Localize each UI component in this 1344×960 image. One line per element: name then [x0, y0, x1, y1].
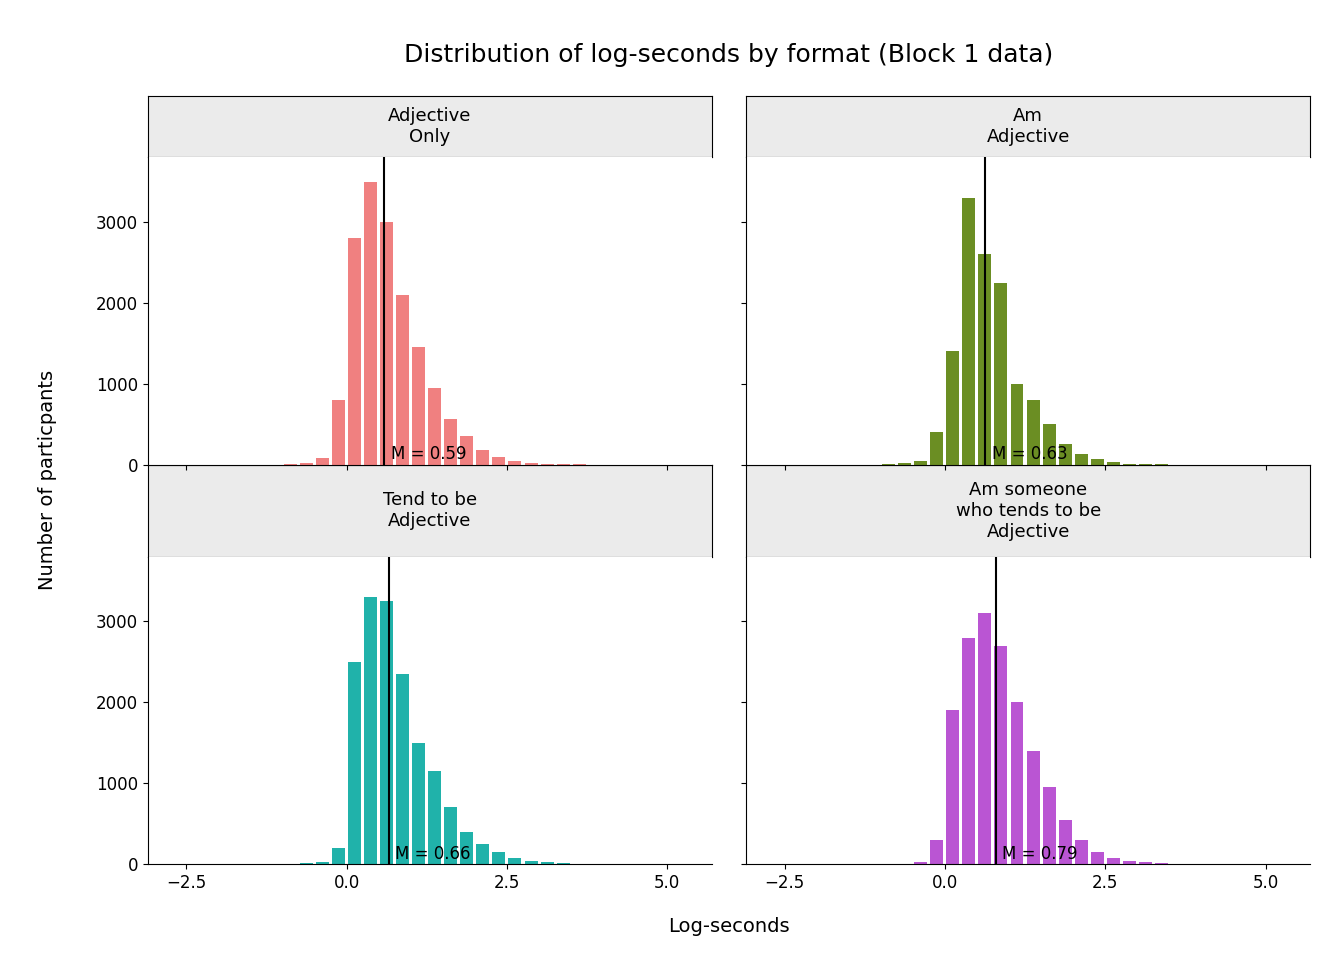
Bar — [413, 743, 425, 864]
Bar — [445, 419, 457, 465]
Bar — [429, 388, 441, 465]
Bar — [380, 222, 394, 465]
Bar — [413, 348, 425, 465]
Bar — [1106, 462, 1120, 465]
Bar — [914, 862, 927, 864]
Bar — [1059, 820, 1071, 864]
Bar — [995, 646, 1008, 864]
Bar — [348, 661, 362, 864]
Bar — [962, 198, 976, 465]
Bar — [1027, 400, 1039, 465]
Text: Distribution of log-seconds by format (Block 1 data): Distribution of log-seconds by format (B… — [403, 43, 1054, 67]
Bar — [1138, 862, 1152, 864]
Bar — [364, 597, 378, 864]
Bar — [476, 844, 489, 864]
Text: Tend to be
Adjective: Tend to be Adjective — [383, 492, 477, 530]
Bar — [524, 463, 538, 465]
Bar — [461, 831, 473, 864]
Bar — [930, 840, 943, 864]
Bar — [524, 861, 538, 864]
Text: Adjective
Only: Adjective Only — [388, 108, 472, 146]
Bar — [364, 181, 378, 465]
Bar — [396, 295, 410, 465]
Bar — [978, 613, 992, 864]
Bar — [946, 351, 960, 465]
Bar — [348, 238, 362, 465]
Bar — [300, 463, 313, 465]
Bar — [429, 771, 441, 864]
Bar — [1043, 787, 1055, 864]
Bar — [316, 861, 329, 864]
Bar — [930, 432, 943, 465]
Bar — [1011, 703, 1024, 864]
Bar — [332, 400, 345, 465]
Bar — [492, 852, 505, 864]
Text: Log-seconds: Log-seconds — [668, 917, 789, 936]
Bar — [962, 637, 976, 864]
Bar — [461, 437, 473, 465]
Bar — [508, 461, 521, 465]
Bar — [1011, 384, 1024, 465]
Bar — [1122, 861, 1136, 864]
Bar — [1075, 454, 1087, 465]
Bar — [445, 807, 457, 864]
Bar — [380, 601, 394, 864]
Bar — [995, 283, 1008, 465]
Bar — [898, 464, 911, 465]
Bar — [492, 457, 505, 465]
Bar — [1091, 459, 1103, 465]
Bar — [1106, 857, 1120, 864]
Bar — [914, 461, 927, 465]
Bar — [316, 458, 329, 465]
Text: M = 0.63: M = 0.63 — [992, 445, 1067, 464]
Text: M = 0.79: M = 0.79 — [1001, 845, 1078, 863]
Bar — [1091, 852, 1103, 864]
Bar — [1043, 424, 1055, 465]
Text: M = 0.59: M = 0.59 — [391, 445, 466, 464]
Bar — [1059, 444, 1071, 465]
Bar — [508, 857, 521, 864]
Bar — [1027, 751, 1039, 864]
Bar — [396, 674, 410, 864]
Bar — [476, 450, 489, 465]
Text: M = 0.66: M = 0.66 — [395, 845, 470, 863]
Text: Am
Adjective: Am Adjective — [986, 108, 1070, 146]
Bar — [332, 848, 345, 864]
Bar — [978, 254, 992, 465]
Bar — [946, 710, 960, 864]
Text: Am someone
who tends to be
Adjective: Am someone who tends to be Adjective — [956, 481, 1101, 540]
Text: Number of particpants: Number of particpants — [38, 370, 56, 590]
Bar — [540, 862, 554, 864]
Bar — [1075, 840, 1087, 864]
